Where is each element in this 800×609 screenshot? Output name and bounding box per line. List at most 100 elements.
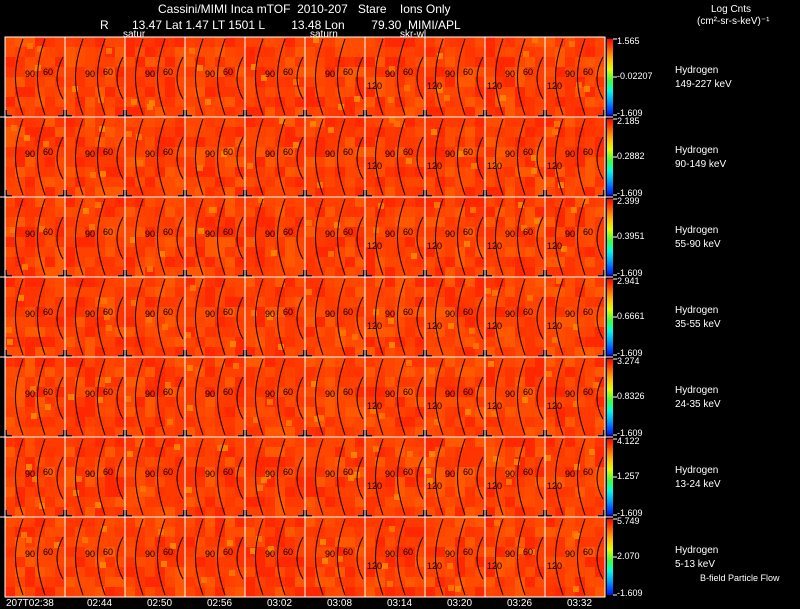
contour-label: 90 — [25, 69, 35, 79]
contour-label: 90 — [445, 549, 455, 559]
image-tile: 90 60 120 — [424, 356, 486, 438]
contour-label: 90 — [85, 469, 95, 479]
contour-label: 90 — [25, 229, 35, 239]
time-label: 03:02 — [267, 598, 293, 609]
contour-label: 90 — [325, 229, 335, 239]
image-tile: 90 60 — [124, 436, 186, 518]
image-tile: 90 60 120 — [364, 116, 426, 198]
contour-label: 120 — [367, 81, 382, 91]
image-tile: 90 60 — [304, 116, 366, 198]
contour-label: 90 — [205, 69, 215, 79]
contour-label: 120 — [547, 561, 562, 571]
species-label: Hydrogen — [675, 305, 719, 316]
contour-label: 60 — [343, 467, 353, 477]
contour-label: 60 — [283, 67, 293, 77]
contour-label: 120 — [487, 161, 502, 171]
contour-label: 60 — [463, 467, 473, 477]
contour-label: 60 — [523, 547, 533, 557]
contour-label: 120 — [367, 401, 382, 411]
image-tile: 90 60 120 — [364, 36, 426, 118]
overlay-label-satur: satur — [123, 29, 146, 40]
image-tile: 90 60 120 — [484, 516, 546, 598]
image-tile: 90 60 — [124, 356, 186, 438]
contour-label: 90 — [565, 149, 575, 159]
contour-label: 120 — [487, 561, 502, 571]
contour-label: 60 — [463, 307, 473, 317]
image-tile: 90 60 120 — [364, 516, 426, 598]
contour-label: 60 — [283, 147, 293, 157]
colorbar-max: 2.941 — [617, 276, 640, 286]
contour-label: 60 — [223, 547, 233, 557]
contour-label: 60 — [43, 387, 53, 397]
contour-label: 90 — [145, 149, 155, 159]
image-tile: 90 60 — [4, 36, 66, 118]
image-tile: 90 60 120 — [484, 276, 546, 358]
contour-label: 90 — [505, 389, 515, 399]
image-tile: 90 60 — [244, 196, 306, 278]
time-label: 03:14 — [387, 598, 413, 609]
image-tile: 90 60 120 — [364, 276, 426, 358]
contour-label: 120 — [367, 561, 382, 571]
image-tile: 90 60 — [124, 276, 186, 358]
contour-label: 60 — [43, 227, 53, 237]
image-tile: 90 60 — [4, 276, 66, 358]
colorbar-mid: 0.8326 — [617, 391, 645, 401]
contour-label: 90 — [145, 69, 155, 79]
image-tile: 90 60 — [184, 196, 246, 278]
contour-label: 90 — [205, 389, 215, 399]
contour-label: 90 — [265, 229, 275, 239]
contour-label: 60 — [403, 67, 413, 77]
contour-label: 60 — [523, 467, 533, 477]
contour-label: 60 — [223, 467, 233, 477]
contour-label: 90 — [85, 229, 95, 239]
image-tile: 90 60 — [64, 436, 126, 518]
image-tile: 90 60 120 — [364, 196, 426, 278]
contour-label: 90 — [205, 309, 215, 319]
contour-label: 120 — [547, 81, 562, 91]
contour-label: 90 — [565, 69, 575, 79]
contour-label: 90 — [445, 389, 455, 399]
colorbar-max: 2.185 — [617, 116, 640, 126]
image-tile: 90 60 120 — [544, 436, 606, 518]
contour-label: 90 — [505, 309, 515, 319]
contour-label: 60 — [523, 387, 533, 397]
image-tile: 90 60 — [64, 196, 126, 278]
contour-label: 90 — [565, 469, 575, 479]
contour-label: 60 — [103, 227, 113, 237]
contour-label: 120 — [427, 241, 442, 251]
contour-label: 60 — [463, 227, 473, 237]
time-label: 207T02:38 — [6, 598, 54, 609]
time-label: 03:08 — [327, 598, 353, 609]
contour-label: 120 — [367, 161, 382, 171]
image-tile: 90 60 — [244, 436, 306, 518]
unit-label-1: Log Cnts — [711, 4, 752, 15]
contour-label: 60 — [343, 547, 353, 557]
contour-label: 60 — [163, 67, 173, 77]
contour-label: 90 — [145, 469, 155, 479]
colorbar — [607, 39, 613, 115]
contour-label: 90 — [325, 149, 335, 159]
contour-label: 60 — [583, 467, 593, 477]
contour-label: 90 — [145, 549, 155, 559]
contour-label: 120 — [547, 481, 562, 491]
contour-label: 90 — [565, 309, 575, 319]
contour-label: 90 — [445, 309, 455, 319]
image-tile: 90 60 — [64, 116, 126, 198]
contour-label: 90 — [445, 229, 455, 239]
contour-label: 60 — [403, 387, 413, 397]
contour-label: 60 — [223, 387, 233, 397]
contour-label: 120 — [427, 401, 442, 411]
time-label: 03:26 — [507, 598, 533, 609]
contour-label: 60 — [403, 467, 413, 477]
contour-label: 60 — [283, 387, 293, 397]
contour-label: 90 — [385, 149, 395, 159]
contour-label: 60 — [163, 147, 173, 157]
image-tile: 90 60 — [184, 116, 246, 198]
contour-label: 60 — [103, 547, 113, 557]
contour-label: 60 — [583, 227, 593, 237]
image-tile: 90 60 120 — [544, 116, 606, 198]
image-tile: 90 60 — [244, 276, 306, 358]
contour-label: 60 — [103, 387, 113, 397]
colorbar-mid: 0.2882 — [617, 151, 645, 161]
contour-label: 60 — [43, 147, 53, 157]
